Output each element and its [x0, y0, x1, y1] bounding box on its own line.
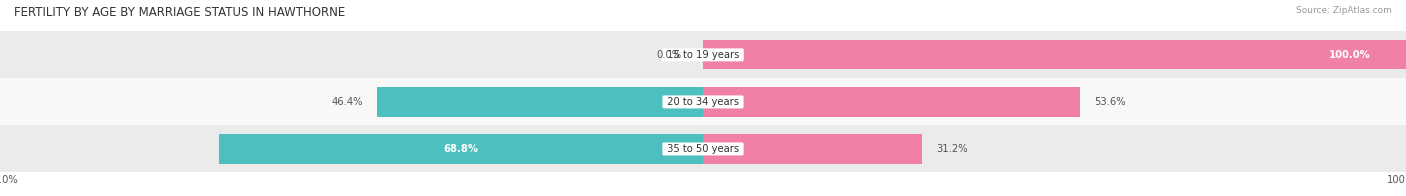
Text: 100.0%: 100.0%: [1329, 50, 1371, 60]
Bar: [377, 87, 703, 116]
Text: FERTILITY BY AGE BY MARRIAGE STATUS IN HAWTHORNE: FERTILITY BY AGE BY MARRIAGE STATUS IN H…: [14, 6, 346, 19]
Bar: [703, 40, 1406, 69]
Bar: [219, 134, 703, 163]
Text: 20 to 34 years: 20 to 34 years: [664, 97, 742, 107]
Text: 53.6%: 53.6%: [1094, 97, 1125, 107]
Text: 46.4%: 46.4%: [332, 97, 363, 107]
Bar: [703, 134, 922, 163]
Bar: [703, 87, 1080, 116]
Text: 15 to 19 years: 15 to 19 years: [664, 50, 742, 60]
Text: 68.8%: 68.8%: [444, 144, 478, 154]
Bar: [0, 31, 1406, 78]
Text: 35 to 50 years: 35 to 50 years: [664, 144, 742, 154]
Bar: [0, 125, 1406, 172]
Text: Source: ZipAtlas.com: Source: ZipAtlas.com: [1296, 6, 1392, 15]
Text: 0.0%: 0.0%: [657, 50, 682, 60]
Text: 31.2%: 31.2%: [936, 144, 967, 154]
Bar: [0, 78, 1406, 125]
